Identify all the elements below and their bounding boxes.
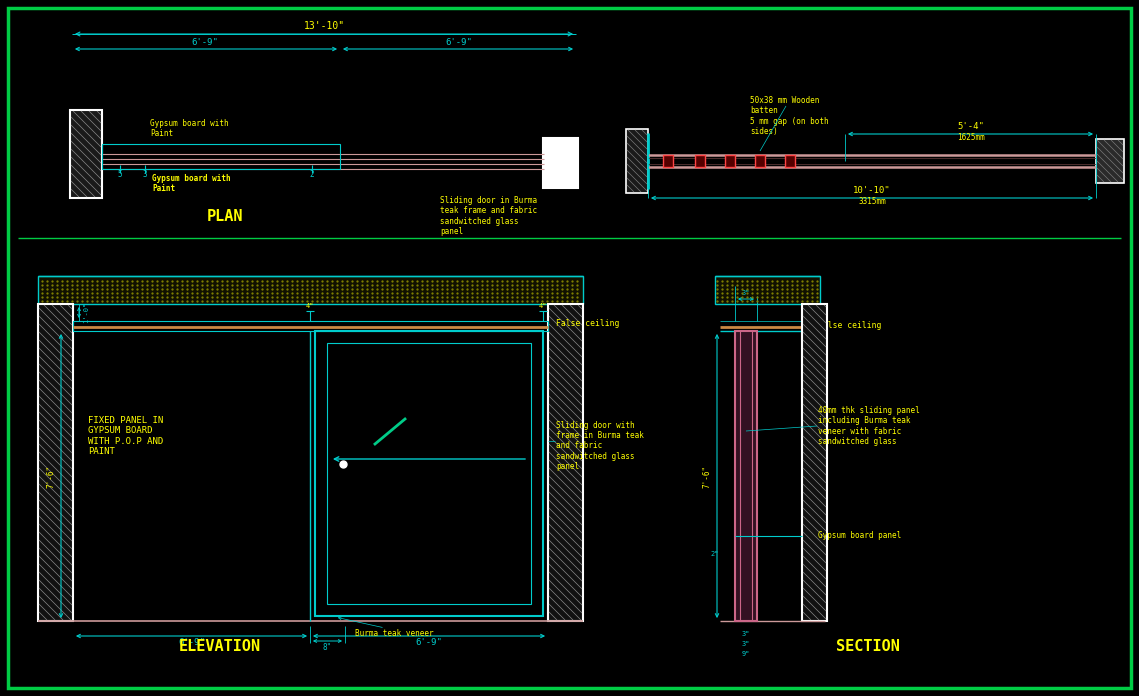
Text: 6'-9": 6'-9"	[416, 638, 442, 647]
Bar	[735, 331, 757, 621]
Bar	[548, 304, 583, 621]
Text: 3": 3"	[741, 290, 751, 296]
Text: 4": 4"	[305, 303, 314, 309]
Text: Gypsum board with
Paint: Gypsum board with Paint	[151, 173, 230, 193]
Text: ELEVATION: ELEVATION	[179, 639, 261, 654]
Text: SECTION: SECTION	[836, 639, 900, 654]
Text: 4": 4"	[539, 303, 547, 309]
Bar	[626, 129, 648, 193]
Bar	[663, 155, 673, 167]
Text: 3: 3	[142, 170, 147, 179]
Bar	[73, 321, 548, 331]
Text: Sliding door with
frame in Burma teak
and fabric
sandwitched glass
panel: Sliding door with frame in Burma teak an…	[556, 420, 644, 471]
Bar	[327, 343, 531, 604]
Bar	[726, 155, 735, 167]
Text: 50x38 mm Wooden
batten
5 mm gap (on both
sides): 50x38 mm Wooden batten 5 mm gap (on both…	[749, 96, 829, 136]
Text: 8": 8"	[322, 643, 331, 652]
Text: 3": 3"	[741, 641, 751, 647]
Text: False ceiling: False ceiling	[818, 322, 882, 331]
Text: Gypsum board panel: Gypsum board panel	[818, 532, 901, 541]
Text: 5: 5	[117, 170, 122, 179]
Text: 40mm thk sliding panel
including Burma teak
veneer with fabric
sandwitched glass: 40mm thk sliding panel including Burma t…	[818, 406, 920, 446]
Bar	[695, 155, 705, 167]
Text: 13'-10": 13'-10"	[303, 21, 345, 31]
Text: 7'-6": 7'-6"	[703, 464, 712, 488]
Text: 6'-9": 6'-9"	[178, 638, 205, 647]
Bar	[38, 304, 73, 621]
Text: 1'-0": 1'-0"	[83, 302, 89, 323]
Text: 1625mm: 1625mm	[957, 133, 984, 142]
Text: PLAN: PLAN	[207, 209, 244, 224]
Text: 3": 3"	[741, 631, 751, 637]
Bar	[785, 155, 795, 167]
Text: Burma teak veneer: Burma teak veneer	[355, 629, 434, 638]
Text: 6'-9": 6'-9"	[445, 38, 473, 47]
Bar	[755, 155, 765, 167]
Text: 2": 2"	[711, 551, 719, 557]
Text: 3315mm: 3315mm	[858, 197, 886, 206]
Bar	[543, 138, 577, 188]
Text: 9": 9"	[741, 651, 751, 657]
Text: Sliding door in Burma
teak frame and fabric
sandwitched glass
panel: Sliding door in Burma teak frame and fab…	[440, 196, 538, 236]
Text: 2: 2	[310, 170, 314, 179]
Bar	[1096, 139, 1124, 183]
Bar	[103, 144, 341, 169]
Bar	[802, 304, 827, 621]
Text: 6'-9": 6'-9"	[191, 38, 219, 47]
Text: 10'-10": 10'-10"	[853, 186, 891, 195]
Text: 7'-6": 7'-6"	[47, 464, 56, 488]
Text: Gypsum board with
Paint: Gypsum board with Paint	[150, 118, 229, 138]
Text: 5'-4": 5'-4"	[957, 122, 984, 131]
Text: False ceiling: False ceiling	[556, 319, 620, 329]
Bar	[69, 110, 103, 198]
Bar	[316, 331, 543, 616]
Bar	[38, 276, 583, 304]
Text: FIXED PANEL IN
GYPSUM BOARD
WITH P.O.P AND
PAINT: FIXED PANEL IN GYPSUM BOARD WITH P.O.P A…	[88, 416, 163, 456]
Bar	[715, 276, 820, 304]
